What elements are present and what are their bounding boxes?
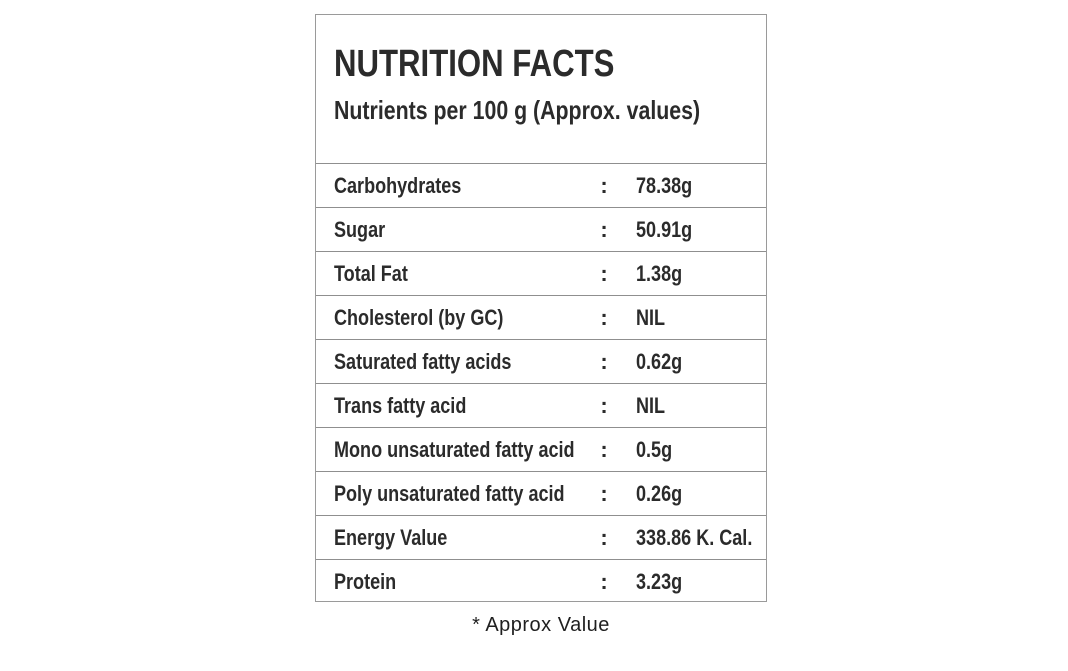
nutrient-value: 1.38g xyxy=(636,260,683,286)
nutrient-row-poly-unsaturated: Poly unsaturated fatty acid : 0.26g xyxy=(316,471,766,515)
colon-separator: : xyxy=(600,524,608,550)
nutrient-name: Carbohydrates xyxy=(334,172,462,198)
nutrition-facts-header: NUTRITION FACTS Nutrients per 100 g (App… xyxy=(316,15,766,163)
nutrient-row-energy-value: Energy Value : 338.86 K. Cal. xyxy=(316,515,766,559)
colon-separator: : xyxy=(600,568,608,594)
nutrient-row-sugar: Sugar : 50.91g xyxy=(316,207,766,251)
nutrient-row-total-fat: Total Fat : 1.38g xyxy=(316,251,766,295)
colon-separator: : xyxy=(600,216,608,242)
panel-title-text: NUTRITION FACTS xyxy=(334,43,615,85)
nutrient-name: Total Fat xyxy=(334,260,408,286)
nutrient-name: Mono unsaturated fatty acid xyxy=(334,436,575,462)
colon-separator: : xyxy=(600,172,608,198)
panel-subtitle-text: Nutrients per 100 g (Approx. values) xyxy=(334,95,701,125)
nutrient-row-saturated-fatty-acids: Saturated fatty acids : 0.62g xyxy=(316,339,766,383)
nutrient-value: 3.23g xyxy=(636,568,683,594)
nutrient-row-mono-unsaturated: Mono unsaturated fatty acid : 0.5g xyxy=(316,427,766,471)
nutrient-name: Trans fatty acid xyxy=(334,392,467,418)
nutrient-name: Saturated fatty acids xyxy=(334,348,512,374)
nutrient-value: 0.62g xyxy=(636,348,683,374)
nutrient-name: Energy Value xyxy=(334,524,448,550)
panel-subtitle: Nutrients per 100 g (Approx. values) xyxy=(334,97,750,123)
nutrient-value: NIL xyxy=(636,304,666,330)
colon-separator: : xyxy=(600,260,608,286)
nutrient-value: 50.91g xyxy=(636,216,693,242)
nutrient-table: Carbohydrates : 78.38g Sugar : 50.91g To… xyxy=(316,163,766,603)
nutrient-row-carbohydrates: Carbohydrates : 78.38g xyxy=(316,163,766,207)
nutrient-value: 78.38g xyxy=(636,172,693,198)
approx-value-footnote: * Approx Value xyxy=(472,614,610,636)
colon-separator: : xyxy=(600,392,608,418)
nutrient-name: Cholesterol (by GC) xyxy=(334,304,504,330)
panel-title: NUTRITION FACTS xyxy=(334,45,750,83)
nutrient-value: 0.26g xyxy=(636,480,683,506)
colon-separator: : xyxy=(600,480,608,506)
colon-separator: : xyxy=(600,436,608,462)
nutrient-name: Protein xyxy=(334,568,397,594)
nutrient-value: 0.5g xyxy=(636,436,673,462)
nutrient-row-cholesterol: Cholesterol (by GC) : NIL xyxy=(316,295,766,339)
nutrient-value: 338.86 K. Cal. xyxy=(636,524,753,550)
colon-separator: : xyxy=(600,304,608,330)
nutrient-value: NIL xyxy=(636,392,666,418)
nutrition-facts-panel: NUTRITION FACTS Nutrients per 100 g (App… xyxy=(315,14,767,602)
nutrient-row-protein: Protein : 3.23g xyxy=(316,559,766,603)
colon-separator: : xyxy=(600,348,608,374)
nutrient-name: Poly unsaturated fatty acid xyxy=(334,480,565,506)
nutrient-name: Sugar xyxy=(334,216,386,242)
nutrient-row-trans-fatty-acid: Trans fatty acid : NIL xyxy=(316,383,766,427)
